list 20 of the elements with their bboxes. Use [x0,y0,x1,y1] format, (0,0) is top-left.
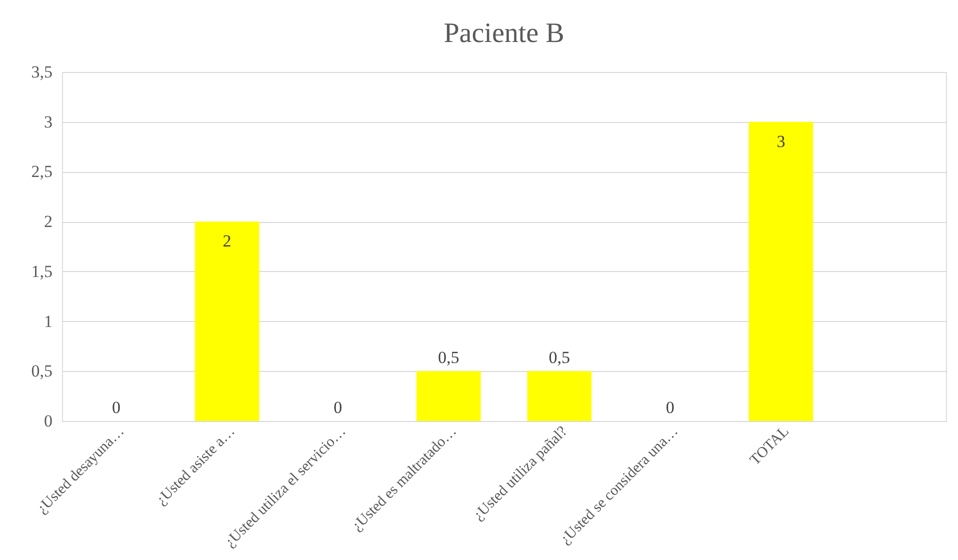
data-label: 0 [666,398,674,417]
y-tick-label: 1 [44,312,52,331]
y-tick-label: 3,5 [31,62,52,82]
bar [748,122,814,421]
data-label: 0,5 [438,348,460,368]
data-label: 0,5 [548,348,570,368]
data-label: 0 [334,398,342,417]
y-tick-label: 2,5 [31,162,52,182]
bar [527,371,592,421]
data-label: 2 [222,232,232,251]
chart-title: Paciente B [444,18,564,49]
y-tick-label: 1,5 [31,262,52,281]
y-tick-label: 2 [44,212,52,232]
bar [194,222,260,421]
data-label: 0 [112,398,121,417]
y-tick-label: 0,5 [31,362,52,381]
bar [416,371,481,421]
data-label: 3 [776,132,786,151]
y-tick-label: 0 [44,412,52,430]
y-tick-label: 3 [44,112,52,132]
